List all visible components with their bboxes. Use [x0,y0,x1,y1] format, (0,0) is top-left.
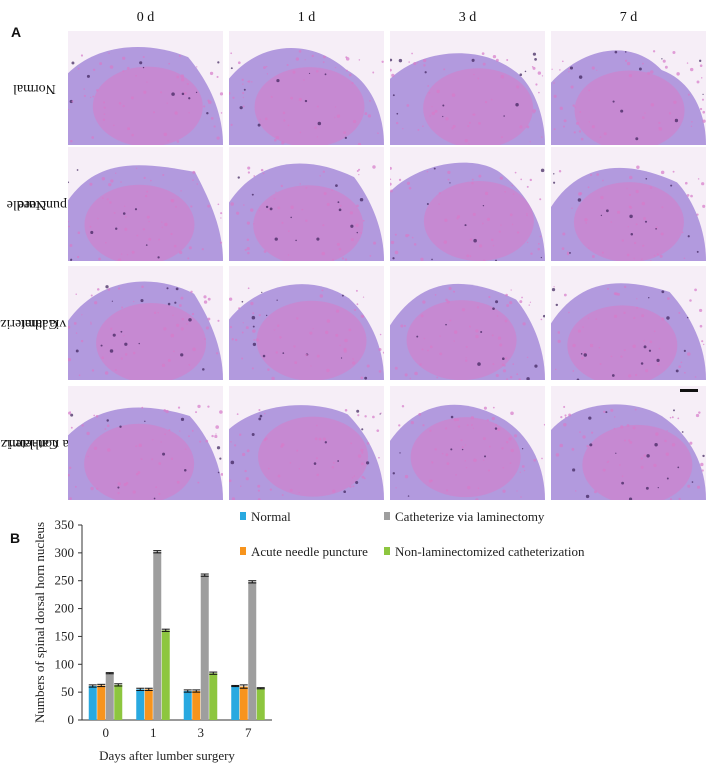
micrograph-r2-c2 [229,147,384,261]
micrograph-r3-c4 [551,266,706,380]
y-tick-label: 300 [55,545,75,560]
bar-normal-day-1 [136,689,145,720]
y-tick-label: 50 [61,684,74,699]
y-tick-label: 200 [55,601,75,616]
bar-catheterize-via-laminectomy-day-7 [248,581,257,720]
row-label-line: puncture [17,197,67,212]
legend-swatch [240,547,246,555]
bar-non-laminectomized-catheterization-day-0 [114,684,123,720]
legend-swatch [240,512,246,520]
micrograph-r2-c3 [390,147,545,261]
bar-normal-day-3 [183,691,192,720]
micrograph-r2-c4 [551,147,706,261]
micrograph-r3-c2 [229,266,384,380]
micrograph-r4-c2 [229,386,384,500]
y-tick-label: 250 [55,573,75,588]
x-tick-label: 3 [198,725,205,740]
micrograph-r3-c3 [390,266,545,380]
x-tick-label: 7 [245,725,252,740]
micrograph-r1-c1 [68,31,223,145]
bar-catheterize-via-laminectomy-day-0 [105,673,114,720]
legend-swatch [384,512,390,520]
y-tick-label: 0 [68,712,75,727]
panel-b-label: B [10,530,21,546]
x-tick-label: 1 [150,725,157,740]
legend-label: Catheterize via laminectomy [395,509,545,524]
micrograph-r1-c2 [229,31,384,145]
micrograph-r4-c1 [68,386,223,500]
bar-catheterize-via-laminectomy-day-3 [200,575,209,720]
column-header-7d: 7 d [619,10,638,25]
y-tick-label: 150 [55,628,75,643]
x-tick-label: 0 [103,725,110,740]
column-header-0d: 0 d [136,10,155,25]
bar-non-laminectomized-catheterization-day-3 [209,673,218,720]
micrograph-r4-c3 [390,386,545,500]
bar-normal-day-0 [88,686,97,720]
row-label-needle-puncture: Needle puncture [4,147,67,261]
y-axis-label: Numbers of spinal dorsal horn nucleus [32,522,47,723]
y-tick-label: 100 [55,656,75,671]
bar-non-laminectomized-catheterization-day-1 [161,630,170,720]
bar-non-laminectomized-catheterization-day-7 [256,688,265,720]
micrograph-r1-c3 [390,31,545,145]
bar-acute-needle-puncture-day-3 [192,691,201,720]
panel-a-label: A [11,24,22,40]
bar-catheterize-via-laminectomy-day-1 [153,551,162,720]
bar-acute-needle-puncture-day-0 [97,685,106,720]
x-axis-label: Days after lumber surgery [99,748,235,763]
bar-normal-day-7 [231,686,240,720]
bar-acute-needle-puncture-day-7 [239,686,248,720]
row-label-normal: Normal [4,31,64,145]
y-tick-label: 350 [55,517,75,532]
micrograph-r2-c1 [68,147,223,261]
legend-label: Non-laminectomized catheterization [395,544,585,559]
column-header-1d: 1 d [297,10,316,25]
row-label-line: Normal [12,81,56,96]
legend-label: Acute needle puncture [251,544,368,559]
scale-bar [680,389,698,392]
legend-swatch [384,547,390,555]
column-header-3d: 3 d [458,10,477,25]
micrograph-r1-c4 [551,31,706,145]
micrograph-r4-c4 [551,386,706,500]
micrograph-r3-c1 [68,266,223,380]
row-label-catheterize-lami: Catheterize via lami. [0,266,67,380]
row-label-line: via lami. [17,316,67,331]
bar-chart: 0 50 100 150 200 250 300 350 Numbers of spinal d… [32,509,585,763]
legend-label: Normal [251,509,291,524]
row-label-catheterize-non-lami: Catheterize via non-lami. [0,386,79,500]
bar-acute-needle-puncture-day-1 [144,689,153,720]
